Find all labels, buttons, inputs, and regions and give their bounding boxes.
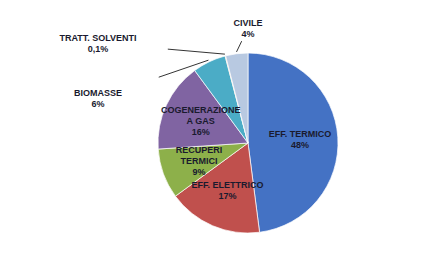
svg-text:EFF. ELETTRICO17%: EFF. ELETTRICO17% [191, 180, 263, 201]
svg-text:BIOMASSE6%: BIOMASSE6% [74, 88, 122, 109]
svg-text:TRATT. SOLVENTI0,1%: TRATT. SOLVENTI0,1% [59, 33, 136, 54]
svg-text:CIVILE4%: CIVILE4% [233, 18, 262, 39]
svg-text:RECUPERITERMICI9%: RECUPERITERMICI9% [176, 145, 223, 177]
svg-text:EFF. TERMICO48%: EFF. TERMICO48% [269, 129, 332, 150]
svg-text:COGENERAZIONEA GAS16%: COGENERAZIONEA GAS16% [161, 105, 241, 137]
